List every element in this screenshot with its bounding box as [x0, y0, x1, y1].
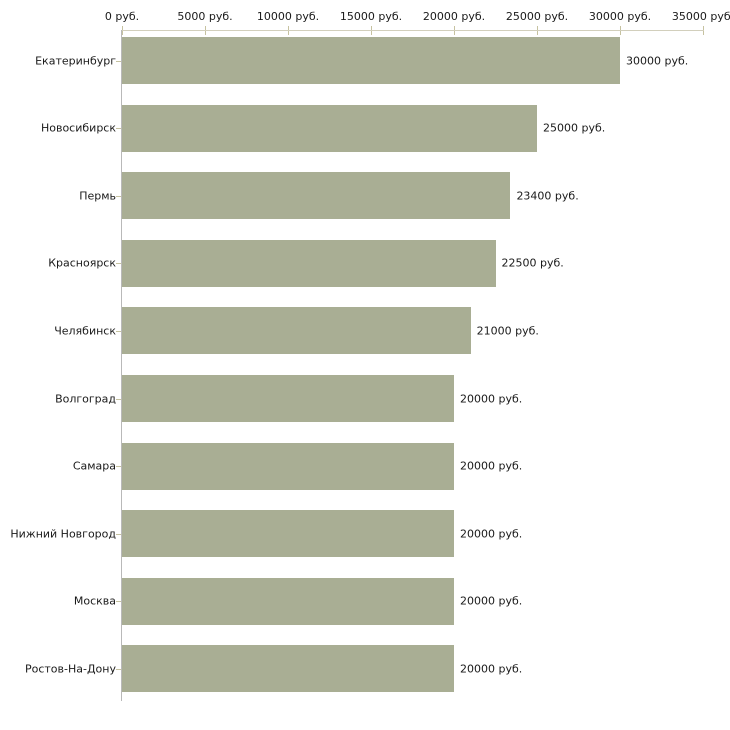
value-label: 21000 руб. — [476, 324, 539, 338]
bar-2 — [122, 172, 511, 220]
bar-5 — [122, 375, 454, 422]
category-label: Ростов-На-Дону — [24, 662, 116, 676]
bar-8 — [122, 577, 454, 625]
x-axis-line — [122, 30, 704, 31]
x-axis-tick-label: 25000 руб. — [505, 10, 569, 23]
bar-9 — [122, 645, 454, 693]
category-label: Новосибирск — [40, 121, 116, 135]
value-label: 23400 руб. — [516, 189, 579, 203]
x-axis-tick-label: 30000 руб. — [588, 10, 652, 23]
category-label: Пермь — [79, 189, 116, 203]
category-label: Челябинск — [54, 324, 116, 338]
category-tick-mark — [116, 668, 121, 670]
category-tick-mark — [116, 398, 121, 400]
category-label: Самара — [72, 459, 116, 473]
x-axis-tick-label: 0 руб. — [104, 10, 140, 23]
category-label: Екатеринбург — [35, 54, 116, 67]
category-tick-mark — [116, 601, 121, 603]
y-axis-line — [121, 30, 122, 701]
value-label: 20000 руб. — [460, 527, 523, 541]
value-label: 22500 руб. — [501, 256, 564, 270]
bar-4 — [122, 307, 471, 355]
value-label: 20000 руб. — [460, 662, 523, 676]
category-tick-mark — [116, 330, 121, 332]
category-tick-mark — [116, 533, 121, 535]
x-axis-tick-label: 10000 руб. — [256, 10, 320, 23]
value-label: 30000 руб. — [626, 54, 689, 67]
x-axis-tick-label: 35000 руб. — [671, 10, 730, 23]
value-label: 20000 руб. — [460, 594, 523, 608]
category-label: Москва — [73, 594, 116, 608]
bar-1 — [122, 104, 537, 152]
category-label: Нижний Новгород — [10, 527, 116, 541]
value-label: 20000 руб. — [460, 459, 523, 473]
category-tick-mark — [116, 60, 121, 62]
category-tick-mark — [116, 128, 121, 130]
bar-6 — [122, 442, 454, 490]
x-axis-tick-label: 20000 руб. — [422, 10, 486, 23]
x-axis-tick-label: 5000 руб. — [177, 10, 233, 23]
value-label: 25000 руб. — [543, 121, 606, 135]
category-label: Красноярск — [48, 256, 116, 270]
x-axis-tick-label: 15000 руб. — [339, 10, 403, 23]
bar-7 — [122, 510, 454, 558]
category-label: Волгоград — [55, 392, 116, 405]
bar-3 — [122, 239, 496, 287]
category-tick-mark — [116, 195, 121, 197]
value-label: 20000 руб. — [460, 392, 523, 405]
category-tick-mark — [116, 466, 121, 468]
bar-0 — [122, 37, 620, 84]
category-tick-mark — [116, 263, 121, 265]
